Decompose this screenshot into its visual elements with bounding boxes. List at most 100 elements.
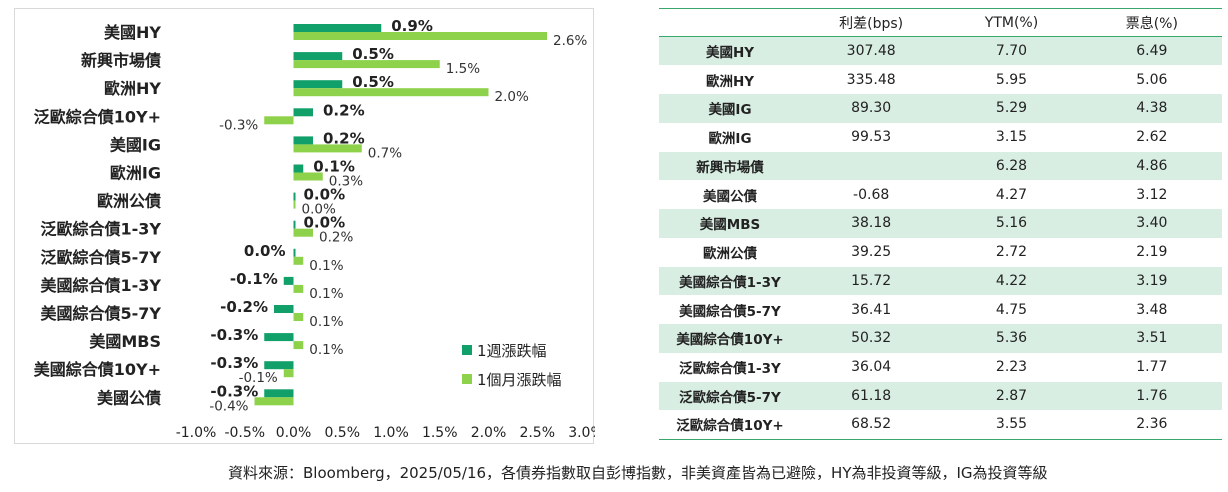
data-label-1m: 1.5% xyxy=(446,61,480,77)
data-label-1m: 2.0% xyxy=(495,89,529,105)
data-label-1m: 0.2% xyxy=(319,230,353,246)
table-row: 歐洲HY 335.48 5.95 5.06 xyxy=(659,65,1222,94)
data-label-1m: 2.6% xyxy=(553,33,587,49)
bar-1m xyxy=(293,284,304,293)
bar-1w xyxy=(293,80,343,89)
table-row: 泛歐綜合債10Y+ 68.52 3.55 2.36 xyxy=(659,410,1222,439)
ytm-cell: 4.22 xyxy=(995,272,1028,289)
row-name-cell: 新興市場債 xyxy=(696,159,764,176)
data-label-1w: -0.3% xyxy=(210,382,258,400)
ytm-cell: 3.15 xyxy=(995,129,1028,146)
bar-chart-panel: 美國HY 0.9% 2.6% 新興市場債 0.5% 1.5% 歐洲HY 0.5% 2.0% 泛歐綜… xyxy=(14,8,595,444)
category-label: 泛歐綜合債1-3Y xyxy=(41,220,162,239)
ytm-cell: 5.36 xyxy=(995,330,1028,347)
coupon-cell: 5.06 xyxy=(1136,71,1168,88)
data-label-1w: -0.1% xyxy=(230,270,278,288)
coupon-cell: 4.86 xyxy=(1136,157,1168,174)
row-name-cell: 美國MBS xyxy=(699,217,761,234)
bar-1m xyxy=(293,60,440,69)
table-row: 歐洲公債 39.25 2.72 2.19 xyxy=(659,237,1222,267)
table-header-row: 利差(bps) YTM(%) 票息(%) xyxy=(659,8,1222,37)
ytm-cell: 2.23 xyxy=(995,359,1028,376)
legend-swatch xyxy=(462,374,472,384)
spread-cell: 335.48 xyxy=(846,71,896,88)
data-label-1w: 0.0% xyxy=(304,214,346,232)
legend-label: 1個月漲跌幅 xyxy=(477,371,562,389)
coupon-cell: 2.62 xyxy=(1136,129,1168,146)
row-name-cell: 美國公債 xyxy=(703,188,757,205)
coupon-cell: 4.38 xyxy=(1136,100,1168,117)
coupon-cell: 2.19 xyxy=(1136,244,1168,261)
table-row: 美國公債 -0.68 4.27 3.12 xyxy=(659,180,1222,209)
coupon-cell: 6.49 xyxy=(1136,43,1168,60)
bar-1m xyxy=(293,88,489,97)
coupon-cell: 3.51 xyxy=(1136,330,1168,347)
bar-1m xyxy=(264,116,294,125)
spread-cell: 307.48 xyxy=(846,43,896,60)
data-label-1m: -0.1% xyxy=(239,370,278,386)
data-label-1w: 0.5% xyxy=(352,73,394,91)
bar-1w xyxy=(293,192,296,201)
spread-cell: 39.25 xyxy=(851,244,892,261)
data-label-1w: -0.3% xyxy=(210,326,258,344)
bond-metrics-table: 利差(bps) YTM(%) 票息(%) 美國HY 307.48 7.70 6.49 歐… xyxy=(659,8,1222,440)
row-name-cell: 美國HY xyxy=(705,45,755,62)
spread-cell: 99.53 xyxy=(851,129,892,146)
bar-1w xyxy=(293,164,304,173)
bar-1w xyxy=(293,136,313,145)
bar-1m xyxy=(293,144,362,153)
bar-1w xyxy=(264,389,294,398)
bar-1m xyxy=(293,172,323,181)
x-tick-label: 3.0% xyxy=(568,425,595,441)
table-row: 美國MBS 38.18 5.16 3.40 xyxy=(659,209,1222,238)
table-row: 美國綜合債5-7Y 36.41 4.75 3.48 xyxy=(659,295,1222,324)
row-name-cell: 泛歐綜合債10Y+ xyxy=(676,418,784,435)
x-tick-label: 2.0% xyxy=(471,425,507,441)
spread-cell: 61.18 xyxy=(851,387,892,404)
x-tick-label: 1.5% xyxy=(422,425,458,441)
data-label-1m: 0.3% xyxy=(329,174,363,190)
bar-1m xyxy=(293,228,313,237)
table-row: 美國HY 307.48 7.70 6.49 xyxy=(659,36,1222,66)
legend-swatch xyxy=(462,345,472,355)
x-tick-label: 1.0% xyxy=(373,425,409,441)
spread-cell: 50.32 xyxy=(851,330,892,347)
ytm-cell: 5.16 xyxy=(995,215,1028,232)
x-tick-label: 0.5% xyxy=(324,425,360,441)
category-label: 美國MBS xyxy=(89,332,161,351)
legend-label: 1週漲跌幅 xyxy=(477,342,547,360)
data-label-1w: 0.9% xyxy=(391,17,433,35)
data-label-1m: -0.4% xyxy=(209,398,248,414)
bar-1m xyxy=(283,369,294,378)
ytm-cell: 4.27 xyxy=(995,186,1028,203)
header-ytm: YTM(%) xyxy=(941,8,1082,37)
category-label: 泛歐綜合債5-7Y xyxy=(41,248,162,267)
spread-cell: 36.04 xyxy=(851,359,892,376)
x-tick-label: 0.0% xyxy=(276,425,312,441)
bar-1m xyxy=(293,32,547,40)
data-label-1m: 0.1% xyxy=(309,314,343,330)
category-label: 美國IG xyxy=(110,135,161,154)
category-label: 歐洲HY xyxy=(104,79,161,98)
category-label: 新興市場債 xyxy=(81,51,161,70)
bar-1m xyxy=(293,313,304,321)
category-label: 美國公債 xyxy=(97,388,161,407)
bar-1w xyxy=(264,333,294,342)
data-label-1w: 0.2% xyxy=(323,129,365,147)
coupon-cell: 3.19 xyxy=(1136,272,1168,289)
coupon-cell: 3.40 xyxy=(1136,215,1168,232)
table-row: 美國綜合債10Y+ 50.32 5.36 3.51 xyxy=(659,324,1222,353)
row-name-cell: 美國綜合債1-3Y xyxy=(679,274,781,291)
coupon-cell: 2.36 xyxy=(1136,416,1168,433)
row-name-cell: 泛歐綜合債5-7Y xyxy=(679,389,781,406)
bar-1w xyxy=(274,305,294,313)
ytm-cell: 2.72 xyxy=(995,244,1028,261)
category-label: 泛歐綜合債10Y+ xyxy=(34,107,161,126)
data-label-1w: 0.2% xyxy=(323,101,365,119)
bond-metrics-table-panel: 利差(bps) YTM(%) 票息(%) 美國HY 307.48 7.70 6.49 歐… xyxy=(659,8,1222,440)
source-note: 資料來源：Bloomberg，2025/05/16，各債券指數取自彭博指數，非美… xyxy=(228,464,1048,482)
ytm-cell: 3.55 xyxy=(995,416,1028,433)
bar-1w xyxy=(293,24,382,32)
ytm-cell: 5.95 xyxy=(995,71,1028,88)
row-name-cell: 歐洲HY xyxy=(705,73,755,90)
